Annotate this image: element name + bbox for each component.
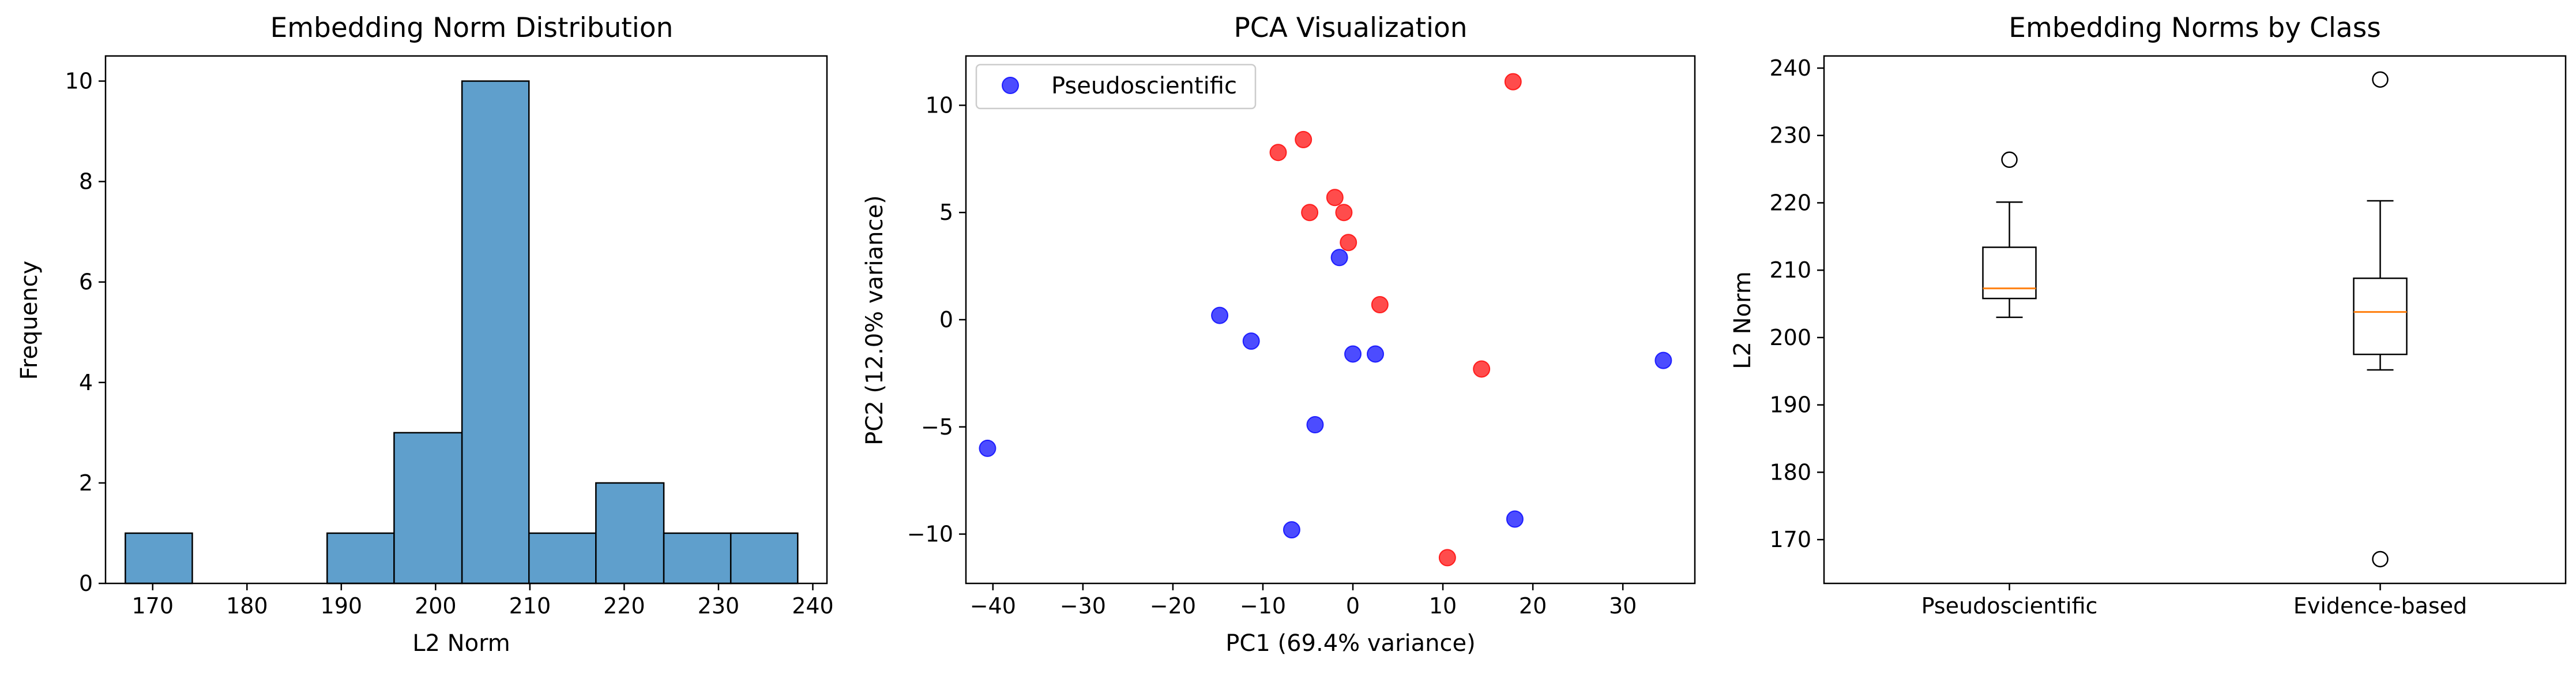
boxplot-category-label: Evidence-based: [2293, 593, 2467, 619]
scatter-point-series-1: [1269, 144, 1287, 162]
histogram-ticks: 170 180 190 200 210 220 230 240 0 2 4 6 8 10: [65, 69, 834, 619]
box-outlier: [2001, 151, 2018, 168]
pca1-xtick-label: −40: [970, 593, 1016, 619]
histogram0-xtick-label: 230: [698, 593, 740, 619]
boxplot-frame: [1823, 55, 2567, 585]
scatter-point-series-0: [1344, 345, 1362, 363]
scatter-point-series-0: [1654, 351, 1672, 369]
pca-ytick-label: 5: [939, 200, 953, 225]
histogram-ylabel: Frequency: [16, 261, 43, 380]
scatter-point-series-0: [1283, 521, 1300, 539]
histogram-ytick-label: 4: [79, 370, 93, 395]
histogram-xlabel: L2 Norm: [412, 630, 510, 657]
scatter-point-series-0: [1306, 416, 1324, 434]
histogram-bar: [729, 532, 799, 585]
boxplot-ytick-label: 200: [1769, 325, 1811, 350]
histogram-frame: [104, 55, 828, 585]
scatter-point-series-1: [1438, 549, 1456, 567]
histogram0-xtick-label: 240: [792, 593, 834, 619]
boxplot-ytick-label: 190: [1769, 392, 1811, 418]
pca-title: PCA Visualization: [1234, 12, 1467, 44]
histogram-bar: [663, 532, 732, 585]
scatter-point-series-1: [1301, 204, 1319, 222]
pca-legend: Pseudoscientific: [975, 63, 1257, 110]
scatter-point-series-1: [1326, 189, 1344, 207]
scatter-point-series-0: [1211, 306, 1229, 324]
legend-label-pseudoscientific: Pseudoscientific: [1051, 73, 1237, 99]
histogram0-xtick-label: 210: [509, 593, 551, 619]
histogram-ytick-label: 2: [79, 470, 93, 496]
box-outlier: [2372, 71, 2389, 88]
boxplot-ylabel: L2 Norm: [1729, 271, 1756, 369]
pca-ticks: −40 −30 −20 −10 0 10 20 30 −10 −5 0 5 10: [907, 92, 1637, 619]
legend-box: [975, 63, 1257, 110]
histogram-panel: Embedding Norm Distribution L2 Norm Freq…: [16, 12, 834, 657]
histogram-bar: [528, 532, 597, 585]
pca1-xtick-label: −10: [1240, 593, 1286, 619]
boxplot-ytick-label: 210: [1769, 257, 1811, 283]
boxplot-title: Embedding Norms by Class: [2009, 12, 2381, 44]
pca-ytick-label: 0: [939, 307, 953, 332]
pca-frame: [965, 55, 1696, 585]
histogram-ytick-label: 10: [65, 69, 93, 94]
pca1-xtick-label: 20: [1519, 593, 1547, 619]
histogram0-xtick-label: 190: [321, 593, 363, 619]
histogram-bar: [125, 532, 193, 585]
scatter-point-series-0: [1330, 249, 1348, 267]
scatter-point-series-1: [1340, 234, 1357, 252]
boxplot-ytick-label: 240: [1769, 55, 1811, 81]
pca-ylabel: PC2 (12.0% variance): [862, 195, 888, 445]
histogram-title: Embedding Norm Distribution: [270, 12, 674, 44]
histogram-ytick-label: 8: [79, 169, 93, 194]
scatter-point-series-0: [1506, 510, 1524, 528]
boxplot-ytick-label: 180: [1769, 459, 1811, 485]
pca1-xtick-label: −20: [1150, 593, 1196, 619]
scatter-point-series-1: [1371, 295, 1389, 313]
scatter-point-series-0: [1242, 332, 1260, 350]
histogram-marks: [125, 80, 799, 585]
histogram0-xtick-label: 170: [131, 593, 174, 619]
box-outlier: [2372, 551, 2389, 568]
scatter-point-series-1: [1335, 204, 1353, 222]
pca1-xtick-label: −30: [1060, 593, 1106, 619]
histogram-ytick-label: 6: [79, 269, 93, 295]
histogram-bar: [393, 432, 463, 585]
boxplot-ticks: 170 180 190 200 210 220 230 240 Pseudoscientific…: [1769, 55, 2467, 619]
pca-panel: PCA Visualization PC1 (69.4% variance) P…: [862, 12, 1696, 657]
legend-marker-pseudoscientific: [1002, 77, 1019, 94]
pca-ytick-label: −5: [921, 414, 953, 440]
scatter-point-series-1: [1504, 73, 1522, 91]
scatter-point-series-0: [979, 439, 996, 457]
pca-ytick-label: 10: [926, 92, 953, 118]
histogram-bar: [461, 80, 530, 585]
boxplot-panel: Embedding Norms by Class L2 Norm 1701801…: [1729, 12, 2567, 619]
histogram0-xtick-label: 220: [603, 593, 645, 619]
pca1-xtick-label: 30: [1609, 593, 1637, 619]
scatter-point-series-0: [1367, 345, 1385, 363]
boxplot-ytick-label: 170: [1769, 527, 1811, 552]
pca1-xtick-label: 0: [1346, 593, 1360, 619]
pca-xlabel: PC1 (69.4% variance): [1225, 630, 1475, 657]
pca1-xtick-label: 10: [1429, 593, 1457, 619]
scatter-point-series-1: [1295, 130, 1313, 148]
boxplot-marks: [1982, 71, 2408, 568]
histogram-ytick-label: 0: [79, 571, 93, 596]
box-body: [2353, 277, 2408, 355]
pca-marks: [979, 73, 1672, 567]
pca-ytick-label: −10: [907, 522, 953, 547]
boxplot-category-label: Pseudoscientific: [1921, 593, 2098, 619]
boxplot-ytick-label: 220: [1769, 190, 1811, 215]
scatter-point-series-1: [1473, 360, 1491, 378]
boxplot-ytick-label: 230: [1769, 123, 1811, 148]
histogram0-xtick-label: 200: [415, 593, 457, 619]
histogram-bar: [595, 482, 665, 585]
histogram0-xtick-label: 180: [226, 593, 268, 619]
box-body: [1982, 246, 2037, 299]
histogram-bar: [326, 532, 395, 585]
